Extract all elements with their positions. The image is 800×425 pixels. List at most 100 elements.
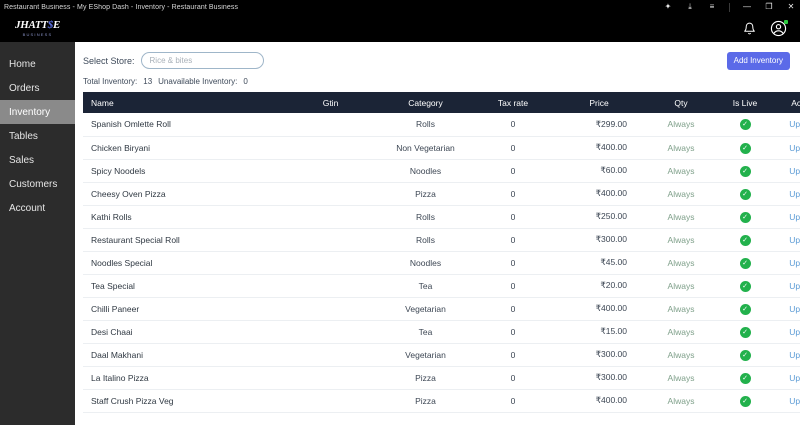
cell-is-live: ✓: [717, 159, 773, 183]
sidebar-item-orders[interactable]: Orders: [0, 76, 75, 100]
unavailable-inventory-label: Unavailable Inventory:: [158, 77, 238, 86]
cell-price: ₹299.00: [553, 113, 645, 137]
cell-qty: Always: [645, 251, 717, 275]
cell-tax-rate: 0: [473, 297, 553, 321]
column-header-qty[interactable]: Qty: [645, 92, 717, 113]
update-link[interactable]: Update: [789, 257, 800, 268]
update-link[interactable]: Update: [789, 165, 800, 176]
sidebar-item-tables[interactable]: Tables: [0, 124, 75, 148]
table-row: Chicken Biryani Non Vegetarian 0 ₹400.00 Alw…: [83, 136, 800, 160]
unavailable-inventory-value: 0: [243, 77, 248, 86]
live-check-icon: ✓: [739, 142, 751, 154]
column-header-is-live[interactable]: Is Live: [717, 92, 773, 113]
cell-name: Chicken Biryani: [83, 136, 283, 160]
add-inventory-button[interactable]: Add Inventory: [726, 52, 790, 70]
hamburger-menu-icon[interactable]: ≡: [709, 2, 715, 11]
update-link[interactable]: Update: [789, 119, 800, 130]
column-header-tax-rate[interactable]: Tax rate: [473, 92, 553, 113]
app-topbar: [75, 14, 800, 42]
live-check-icon: ✓: [739, 303, 751, 315]
table-body: Spanish Omlette Roll Rolls 0 ₹299.00 Always ✓…: [83, 113, 800, 413]
update-link[interactable]: Update: [789, 211, 800, 222]
bell-icon[interactable]: [743, 22, 756, 35]
column-header-price[interactable]: Price: [553, 92, 645, 113]
update-link[interactable]: Update: [789, 395, 800, 406]
cell-name: Noodles Special: [83, 251, 283, 275]
cell-qty: Always: [645, 113, 717, 137]
cell-gtin: [283, 182, 378, 206]
cell-is-live: ✓: [717, 182, 773, 206]
column-header-gtin[interactable]: Gtin: [283, 92, 378, 113]
update-link[interactable]: Update: [789, 349, 800, 360]
column-header-action[interactable]: Action: [773, 92, 800, 113]
cell-category: Noodles: [378, 251, 473, 275]
browser-titlebar: Restaurant Business - My EShop Dash - In…: [0, 0, 800, 14]
update-link[interactable]: Update: [789, 303, 800, 314]
brand-name-part2: E: [52, 18, 60, 31]
close-icon[interactable]: ✕: [787, 2, 795, 11]
cell-tax-rate: 0: [473, 136, 553, 160]
sidebar-item-sales[interactable]: Sales: [0, 148, 75, 172]
cell-price: ₹400.00: [553, 136, 645, 160]
update-link[interactable]: Update: [789, 142, 800, 153]
cell-tax-rate: 0: [473, 251, 553, 275]
cell-name: La Italino Pizza: [83, 366, 283, 390]
live-check-icon: ✓: [739, 119, 751, 131]
cell-name: Spicy Noodels: [83, 159, 283, 183]
controls-row: Select Store: Add Inventory: [75, 42, 800, 70]
cell-name: Desi Chaai: [83, 320, 283, 344]
inventory-table-container: Name Gtin Category Tax rate Price Qty Is…: [83, 92, 800, 425]
cell-qty: Always: [645, 389, 717, 413]
column-header-name[interactable]: Name: [83, 92, 283, 113]
live-check-icon: ✓: [739, 188, 751, 200]
update-link[interactable]: Update: [789, 280, 800, 291]
brand-logo[interactable]: JHATT$E BUSINESS: [0, 14, 75, 42]
sidebar-item-customers[interactable]: Customers: [0, 172, 75, 196]
select-store-input[interactable]: [140, 52, 264, 69]
update-link[interactable]: Update: [789, 188, 800, 199]
cell-action: Update: [773, 389, 800, 413]
cell-price: ₹400.00: [553, 389, 645, 413]
cell-tax-rate: 0: [473, 159, 553, 183]
cell-tax-rate: 0: [473, 343, 553, 367]
cell-price: ₹20.00: [553, 274, 645, 298]
table-row: Restaurant Special Roll Rolls 0 ₹300.00 Alwa…: [83, 228, 800, 252]
sidebar-item-label: Home: [9, 58, 36, 70]
star-icon[interactable]: ✦: [664, 2, 672, 11]
sidebar-item-home[interactable]: Home: [0, 52, 75, 76]
user-avatar-icon[interactable]: [770, 19, 788, 37]
cell-tax-rate: 0: [473, 274, 553, 298]
download-icon[interactable]: ⤓: [688, 2, 692, 11]
sidebar-item-inventory[interactable]: Inventory: [0, 100, 75, 124]
browser-tab-title: Restaurant Business - My EShop Dash - In…: [4, 3, 239, 11]
minimize-icon[interactable]: —: [743, 2, 751, 11]
update-link[interactable]: Update: [789, 234, 800, 245]
live-check-icon: ✓: [739, 395, 751, 407]
column-header-category[interactable]: Category: [378, 92, 473, 113]
update-link[interactable]: Update: [789, 326, 800, 337]
cell-price: ₹400.00: [553, 182, 645, 206]
total-inventory-label: Total Inventory:: [83, 77, 138, 86]
cell-action: Update: [773, 320, 800, 344]
cell-price: ₹15.00: [553, 320, 645, 344]
table-row: Spanish Omlette Roll Rolls 0 ₹299.00 Always ✓…: [83, 113, 800, 137]
sidebar-item-account[interactable]: Account: [0, 196, 75, 220]
cell-price: ₹400.00: [553, 297, 645, 321]
cell-qty: Always: [645, 159, 717, 183]
cell-action: Update: [773, 274, 800, 298]
cell-is-live: ✓: [717, 366, 773, 390]
inventory-counts: Total Inventory: 13 Unavailable Inventor…: [75, 70, 800, 92]
cell-price: ₹300.00: [553, 343, 645, 367]
maximize-icon[interactable]: ❐: [765, 2, 773, 11]
store-selector-group: Select Store:: [83, 52, 264, 69]
cell-category: Noodles: [378, 159, 473, 183]
cell-qty: Always: [645, 320, 717, 344]
cell-action: Update: [773, 113, 800, 137]
cell-is-live: ✓: [717, 343, 773, 367]
update-link[interactable]: Update: [789, 372, 800, 383]
cell-qty: Always: [645, 297, 717, 321]
